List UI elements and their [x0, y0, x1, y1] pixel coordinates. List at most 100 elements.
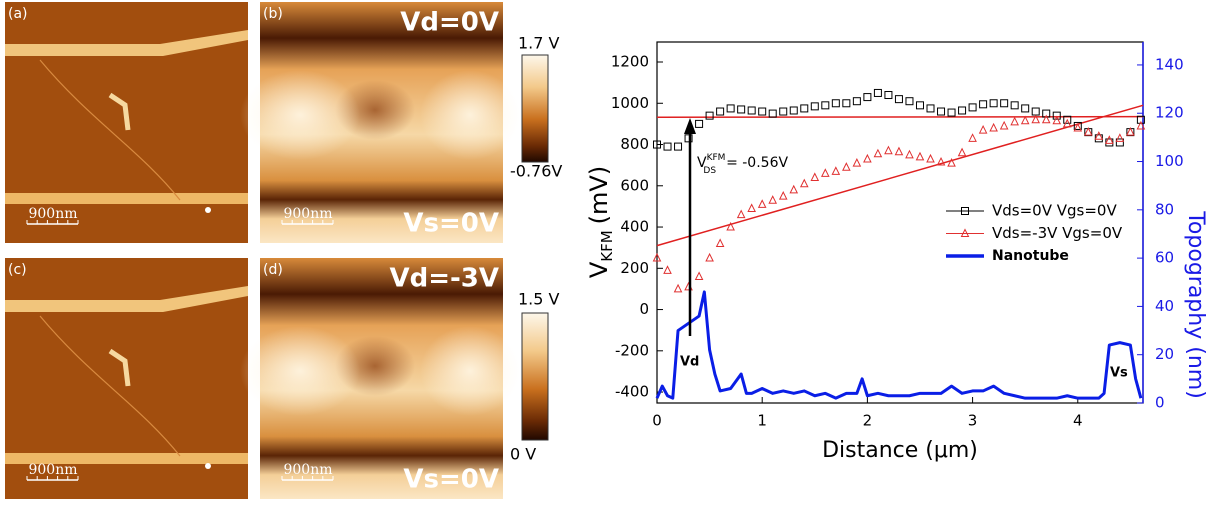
- data-point: [831, 99, 840, 108]
- legend-marker: [961, 207, 969, 215]
- data-point: [1115, 138, 1124, 147]
- nanotube-line: [655, 290, 1143, 400]
- data-point: [705, 111, 714, 120]
- data-point: [1052, 115, 1062, 125]
- panel-b-image: [240, 2, 520, 243]
- x-tick-label: 2: [863, 412, 873, 430]
- data-point: [768, 195, 778, 204]
- scale-bar-label: 900nm: [283, 206, 332, 222]
- data-point: [663, 265, 672, 274]
- y-axis-unit: (mV): [585, 166, 613, 225]
- y-tick-label: 1200: [611, 53, 649, 71]
- data-point: [1073, 121, 1082, 130]
- data-point: [863, 153, 872, 163]
- data-point: [673, 283, 683, 293]
- data-point: [926, 153, 935, 163]
- arrow-label: VKFM DS = -0.56V: [697, 153, 788, 176]
- colorbar-max-label: 1.5 V: [518, 290, 560, 309]
- data-point: [726, 104, 735, 113]
- y-tick-label: 200: [620, 259, 649, 277]
- data-point: [958, 106, 967, 115]
- data-point: [947, 157, 956, 167]
- y-tick-label: -200: [615, 341, 649, 359]
- data-point: [810, 102, 819, 111]
- data-point: [789, 184, 799, 194]
- data-point: [905, 149, 914, 159]
- data-point: [1115, 133, 1125, 142]
- fit-line: [656, 104, 1144, 247]
- data-point: [779, 107, 788, 116]
- colorbar: [521, 312, 549, 441]
- voltage-label: Vs=0V: [403, 465, 499, 495]
- y-tick-label: 600: [620, 176, 649, 194]
- data-point: [1105, 135, 1114, 144]
- data-point: [1083, 127, 1093, 136]
- data-point: [1126, 127, 1135, 136]
- data-point: [715, 238, 725, 248]
- y2-tick-label: 40: [1155, 297, 1174, 315]
- x-tick-label: 4: [1073, 412, 1083, 430]
- data-point: [968, 133, 977, 142]
- y-tick-label: 800: [620, 135, 649, 153]
- data-point: [1063, 115, 1072, 124]
- y-tick-label: 1000: [611, 94, 649, 112]
- y-tick-label: 400: [620, 218, 649, 236]
- data-point: [905, 97, 914, 106]
- y2-tick-label: 60: [1155, 249, 1174, 267]
- data-point: [979, 100, 988, 109]
- data-point: [653, 140, 661, 149]
- data-point: [978, 124, 988, 134]
- y2-tick-label: 100: [1155, 152, 1184, 170]
- data-point: [831, 166, 841, 175]
- data-point: [989, 99, 998, 108]
- data-point: [926, 104, 935, 113]
- data-point: [1073, 122, 1083, 132]
- data-point: [1000, 99, 1009, 108]
- data-point: [768, 109, 777, 118]
- data-point: [915, 151, 925, 161]
- data-point: [758, 107, 767, 116]
- legend-label: Nanotube: [992, 248, 1069, 264]
- panel-a-image: [5, 2, 248, 243]
- legend-label: Vds=-3V Vgs=0V: [992, 224, 1123, 242]
- data-point: [747, 106, 756, 115]
- data-point: [842, 99, 851, 108]
- data-point: [821, 168, 830, 177]
- scale-bar-label: 900nm: [283, 462, 332, 478]
- data-point: [789, 106, 798, 115]
- annotation-symbol: V: [697, 155, 707, 171]
- y-tick-label: 0: [639, 300, 649, 318]
- data-point: [736, 209, 746, 219]
- arrow-head: [684, 118, 696, 134]
- y2-tick-label: 80: [1155, 200, 1174, 218]
- data-point: [737, 105, 746, 114]
- data-point: [957, 147, 967, 157]
- data-point: [821, 101, 830, 110]
- y-axis-subscript: KFM: [598, 230, 616, 261]
- y2-axis-title: Topography (nm): [1183, 210, 1208, 399]
- x-tick-label: 3: [968, 412, 978, 430]
- data-point: [716, 107, 725, 116]
- fit-line: [656, 115, 1144, 119]
- data-point: [1094, 131, 1104, 140]
- drain-label: Vd: [680, 355, 699, 370]
- data-point: [1010, 101, 1019, 110]
- data-point: [747, 203, 756, 212]
- voltage-label: Vd=0V: [400, 8, 499, 38]
- data-point: [799, 178, 809, 188]
- x-axis-title: Distance (μm): [822, 438, 978, 463]
- data-point: [695, 119, 704, 128]
- data-point: [1105, 138, 1114, 147]
- data-point: [1041, 114, 1051, 124]
- data-point: [1094, 134, 1103, 143]
- data-point: [1042, 109, 1051, 118]
- data-point: [884, 145, 893, 155]
- annotation-subscript: DS: [703, 166, 716, 176]
- annotation-text: = -0.56V: [726, 155, 788, 171]
- scale-bar-label: 900nm: [28, 462, 77, 478]
- data-point: [894, 95, 903, 104]
- colorbar-min-label: 0 V: [510, 445, 536, 464]
- panel-c-image: [5, 258, 248, 499]
- data-point: [915, 101, 924, 110]
